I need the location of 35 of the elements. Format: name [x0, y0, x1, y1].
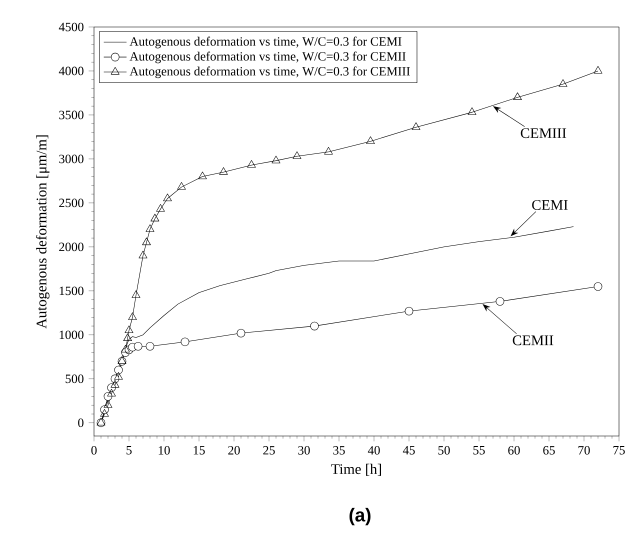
y-tick-label: 2500 — [59, 198, 84, 208]
x-tick-label: 0 — [91, 446, 97, 455]
x-tick-label: 75 — [614, 446, 625, 454]
x-tick-label: 50 — [438, 446, 450, 455]
x-tick-label: 60 — [508, 446, 520, 455]
annotation: CEMI — [532, 200, 568, 210]
y-tick-label: 500 — [66, 374, 84, 384]
y-tick-label: 1500 — [60, 286, 84, 296]
x-tick-label: 65 — [543, 446, 555, 455]
y-tick-label: 0 — [78, 418, 84, 428]
legend-label: Autogenous deformation vs time, W/C=0.3 for CEMIII — [130, 66, 410, 78]
x-tick-label: 15 — [194, 446, 205, 455]
x-tick-label: 55 — [473, 446, 485, 454]
y-tick-label: 1000 — [60, 330, 84, 340]
x-tick-label: 10 — [158, 446, 170, 455]
x-tick-label: 20 — [228, 446, 240, 455]
y-tick-label: 4000 — [58, 66, 84, 76]
x-axis-title: Time [h] — [331, 464, 382, 476]
x-tick-label: 45 — [402, 446, 415, 455]
x-tick-label: 35 — [333, 446, 345, 455]
x-tick-label: 30 — [298, 446, 310, 455]
annotation: CEMII — [512, 335, 554, 346]
y-tick-label: 4500 — [58, 22, 84, 32]
annotation: CEMIII — [520, 128, 566, 138]
legend-label: Autogenous deformation vs time, W/C=0.3 for CEMII — [130, 52, 406, 64]
x-tick-label: 70 — [578, 446, 590, 455]
y-axis-title: Autogenous deformation [μm/m] — [36, 135, 50, 329]
x-tick-label: 5 — [126, 446, 132, 454]
legend-label: Autogenous deformation vs time, W/C=0.3 for CEMI — [130, 36, 402, 48]
x-tick-label: 25 — [263, 446, 275, 455]
text: (a) — [350, 508, 370, 526]
y-tick-label: 3500 — [59, 110, 84, 120]
y-tick-label: 3000 — [59, 154, 84, 164]
y-tick-label: 2000 — [59, 242, 84, 252]
x-tick-label: 40 — [368, 446, 380, 455]
